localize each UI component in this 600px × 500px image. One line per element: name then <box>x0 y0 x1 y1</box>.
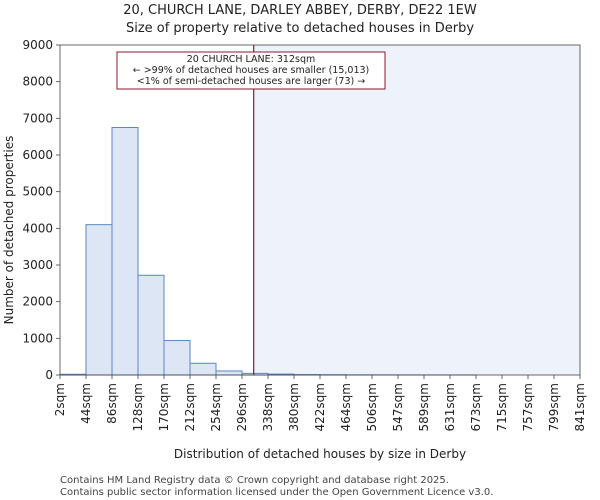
y-tick-label: 3000 <box>22 258 53 272</box>
plot-area: 0 1000 2000 3000 4000 5000 6000 7000 8000 9000 2s… <box>22 38 587 431</box>
y-tick-label: 8000 <box>22 75 53 89</box>
y-tick-label: 5000 <box>22 185 53 199</box>
y-tick-label: 9000 <box>22 38 53 52</box>
footer-line-1: Contains HM Land Registry data © Crown c… <box>60 475 449 486</box>
x-tick-label: 422sqm <box>313 383 327 431</box>
x-tick-label: 212sqm <box>183 383 197 431</box>
x-tick-label: 589sqm <box>417 383 431 431</box>
bar-254sqm <box>215 370 243 376</box>
larger-region-shading <box>253 45 580 375</box>
bar-170sqm <box>163 340 191 376</box>
x-axis-ticks: 2sqm 44sqm 86sqm 128sqm 170sqm 212sqm 254sqm 29… <box>53 375 587 431</box>
x-tick-label: 170sqm <box>157 383 171 431</box>
bar-series <box>59 127 477 376</box>
x-tick-label: 128sqm <box>131 383 145 431</box>
bar-44sqm <box>85 224 113 376</box>
x-tick-label: 547sqm <box>391 383 405 431</box>
y-tick-label: 2000 <box>22 295 53 309</box>
chart-title: 20, CHURCH LANE, DARLEY ABBEY, DERBY, DE… <box>123 3 477 18</box>
x-tick-label: 506sqm <box>365 383 379 431</box>
bar-86sqm <box>111 127 139 376</box>
x-tick-label: 631sqm <box>443 383 457 431</box>
x-tick-label: 254sqm <box>209 383 223 431</box>
x-tick-label: 673sqm <box>469 383 483 431</box>
x-tick-label: 715sqm <box>495 383 509 431</box>
x-tick-label: 338sqm <box>261 383 275 431</box>
x-tick-label: 44sqm <box>79 383 93 424</box>
x-tick-label: 296sqm <box>235 383 249 431</box>
y-tick-label: 1000 <box>22 331 53 345</box>
x-tick-label: 380sqm <box>287 383 301 431</box>
bar-128sqm <box>137 274 165 376</box>
x-tick-label: 841sqm <box>573 383 587 431</box>
y-axis-label: Number of detached properties <box>2 136 16 325</box>
bar-212sqm <box>189 362 217 376</box>
y-tick-label: 0 <box>45 368 53 382</box>
annotation-line-1: 20 CHURCH LANE: 312sqm <box>187 54 315 65</box>
x-tick-label: 86sqm <box>105 383 119 424</box>
x-tick-label: 799sqm <box>547 383 561 431</box>
x-tick-label: 464sqm <box>339 383 353 431</box>
x-tick-label: 757sqm <box>521 383 535 431</box>
x-tick-label: 2sqm <box>53 383 67 416</box>
x-axis-label: Distribution of detached houses by size … <box>174 447 466 461</box>
annotation-box-border <box>116 51 386 90</box>
y-tick-label: 4000 <box>22 221 53 235</box>
y-tick-label: 7000 <box>22 111 53 125</box>
property-annotation: 20 CHURCH LANE: 312sqm ← >99% of detache… <box>116 51 386 90</box>
annotation-line-3: <1% of semi-detached houses are larger (… <box>137 76 365 87</box>
y-tick-label: 6000 <box>22 148 53 162</box>
footer-line-2: Contains public sector information licen… <box>60 487 493 498</box>
y-axis-ticks: 0 1000 2000 3000 4000 5000 6000 7000 8000 9000 <box>22 38 60 382</box>
chart-subtitle: Size of property relative to detached ho… <box>126 21 474 36</box>
annotation-line-2: ← >99% of detached houses are smaller (1… <box>133 65 370 76</box>
